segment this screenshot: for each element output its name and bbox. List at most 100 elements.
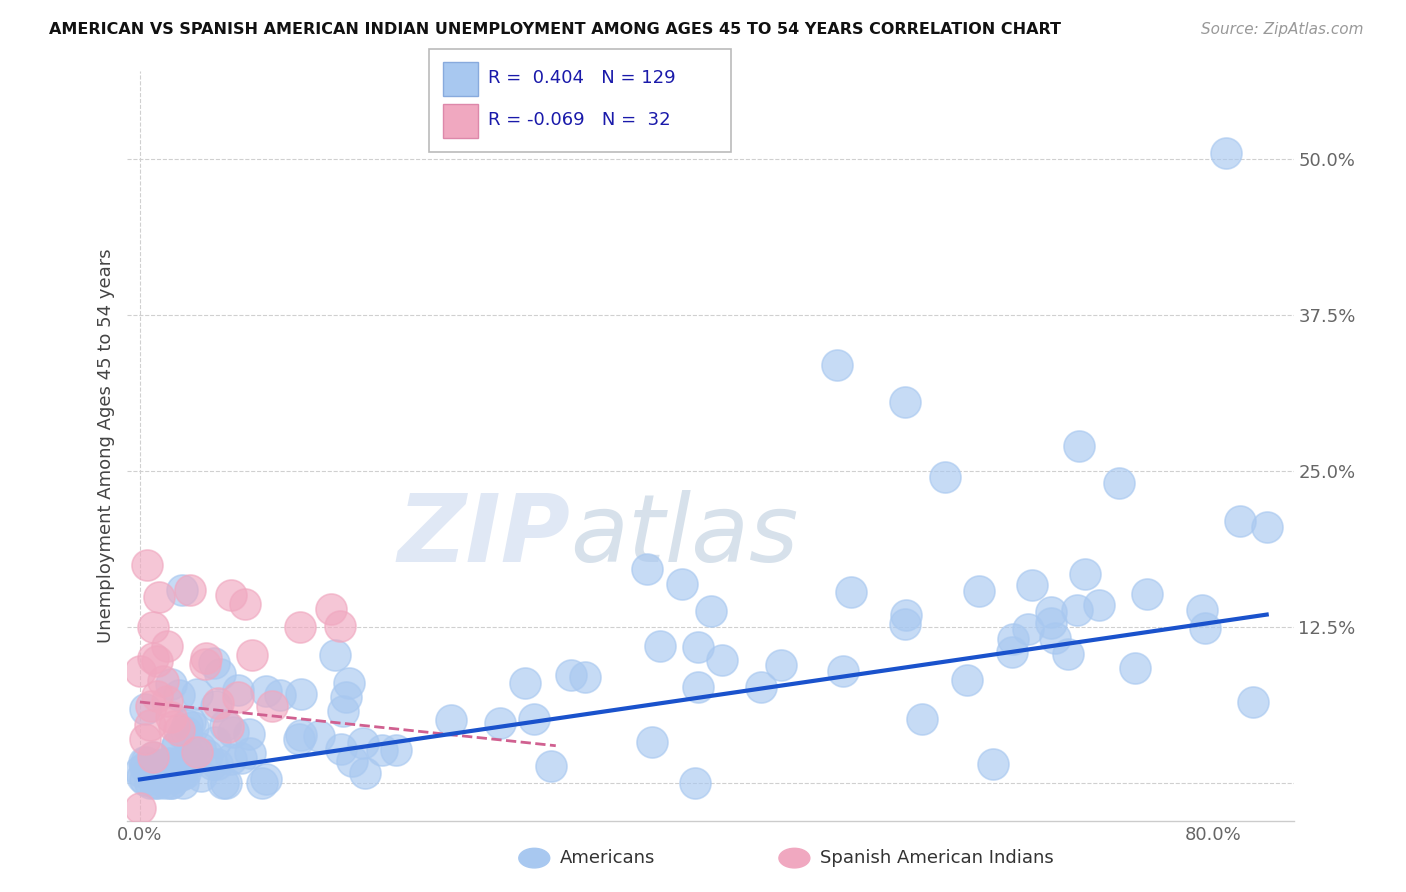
Point — [166, 739, 188, 754]
Point — [176, 724, 198, 739]
Point — [256, 772, 278, 786]
Point — [169, 767, 191, 781]
Point — [700, 604, 723, 618]
Point — [153, 759, 176, 773]
Point — [169, 755, 191, 769]
Point — [215, 776, 238, 790]
Point — [142, 620, 165, 634]
Point — [827, 358, 849, 372]
Point — [181, 720, 204, 734]
Point — [152, 756, 174, 771]
Point — [179, 756, 201, 771]
Point — [156, 694, 179, 708]
Point — [1108, 476, 1130, 491]
Point — [219, 588, 242, 602]
Point — [1001, 632, 1024, 646]
Text: R =  0.404   N = 129: R = 0.404 N = 129 — [488, 70, 675, 87]
Point — [135, 558, 157, 572]
Point — [160, 776, 183, 790]
Point — [152, 673, 174, 688]
Point — [981, 757, 1004, 772]
Point — [179, 582, 201, 597]
Point — [332, 704, 354, 718]
Point — [176, 718, 198, 732]
Point — [195, 651, 218, 665]
Point — [207, 696, 229, 710]
Point — [1191, 603, 1213, 617]
Point — [146, 654, 169, 668]
Point — [290, 687, 312, 701]
Point — [239, 746, 262, 760]
Point — [155, 776, 177, 790]
Point — [190, 770, 212, 784]
Point — [290, 728, 312, 742]
Point — [172, 776, 194, 790]
Point — [217, 720, 239, 734]
Point — [1045, 631, 1067, 645]
Point — [142, 749, 165, 764]
Point — [769, 658, 792, 673]
Point — [132, 755, 155, 769]
Point — [440, 713, 463, 727]
Point — [205, 756, 228, 771]
Point — [129, 664, 152, 678]
Point — [254, 683, 277, 698]
Point — [135, 755, 157, 769]
Point — [165, 761, 187, 775]
Point — [308, 730, 330, 744]
Point — [540, 759, 562, 773]
Point — [145, 768, 167, 782]
Point — [186, 687, 208, 701]
Point — [129, 801, 152, 815]
Point — [894, 607, 917, 622]
Point — [340, 754, 363, 768]
Point — [142, 651, 165, 665]
Point — [179, 750, 201, 764]
Point — [1123, 661, 1146, 675]
Point — [170, 767, 193, 781]
Point — [250, 776, 273, 790]
Point — [385, 743, 408, 757]
Point — [240, 648, 263, 663]
Point — [226, 682, 249, 697]
Point — [235, 597, 257, 611]
Point — [1017, 622, 1039, 636]
Point — [934, 470, 956, 484]
Point — [641, 734, 664, 748]
Point — [186, 745, 208, 759]
Point — [831, 664, 853, 678]
Point — [321, 602, 343, 616]
Point — [214, 718, 236, 732]
Point — [148, 590, 170, 604]
Point — [138, 776, 160, 790]
Y-axis label: Unemployment Among Ages 45 to 54 years: Unemployment Among Ages 45 to 54 years — [97, 249, 115, 643]
Point — [323, 648, 346, 662]
Point — [1021, 578, 1043, 592]
Point — [1067, 439, 1090, 453]
Point — [1194, 621, 1216, 635]
Point — [160, 710, 183, 724]
Point — [288, 620, 311, 634]
Point — [269, 688, 291, 702]
Point — [710, 653, 733, 667]
Point — [839, 585, 862, 599]
Point — [150, 770, 173, 784]
Point — [134, 702, 156, 716]
Point — [671, 576, 693, 591]
Point — [1066, 603, 1088, 617]
Point — [165, 770, 187, 784]
Point — [1087, 599, 1109, 613]
Point — [1215, 145, 1237, 160]
Point — [143, 776, 166, 790]
Point — [197, 748, 219, 763]
Point — [159, 776, 181, 790]
Point — [139, 718, 162, 732]
Text: atlas: atlas — [569, 491, 799, 582]
Point — [167, 689, 190, 703]
Point — [686, 640, 709, 654]
Point — [134, 732, 156, 747]
Point — [238, 726, 260, 740]
Point — [142, 750, 165, 764]
Point — [328, 619, 350, 633]
Point — [335, 690, 357, 704]
